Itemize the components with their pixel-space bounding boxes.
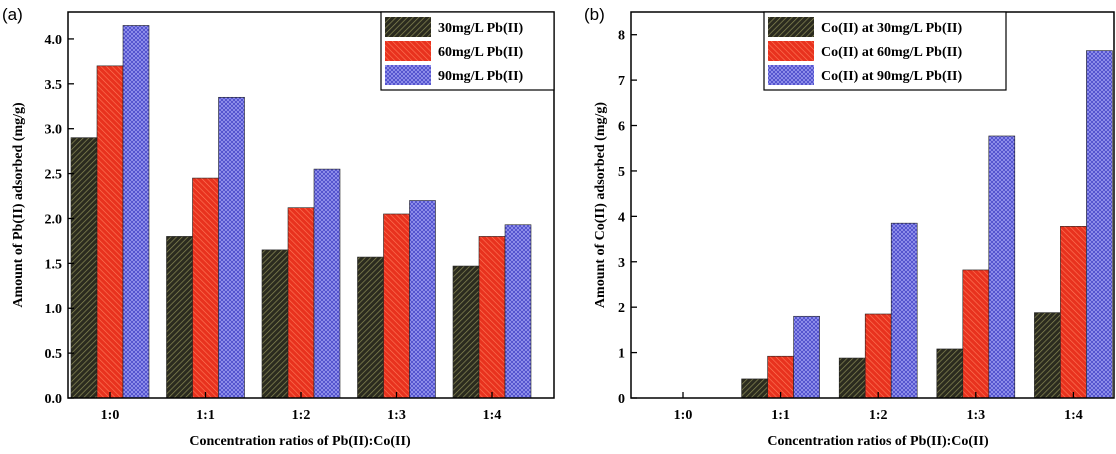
- panel-a-y-tick-label: 3.0: [45, 123, 63, 138]
- panel-a-bar-s2-1-1: [192, 177, 219, 399]
- panel-a-legend-swatch-60: [385, 41, 431, 61]
- panel-b-y-tick-label: 5: [618, 165, 625, 180]
- panel-a-legend-label-90: 90mg/L Pb(II): [438, 69, 524, 84]
- panel-a-x-tick-label: 1:0: [101, 408, 120, 423]
- panel-b-y-axis-title: Amount of Co(II) adsorbed (mg/g): [593, 102, 608, 308]
- panel-a-bar-s3-1-4: [504, 224, 532, 399]
- panel-a-bar-s1-1-4: [452, 265, 480, 399]
- panel-b-legend-label-60: Co(II) at 60mg/L Pb(II): [821, 45, 963, 60]
- panel-a-x-tick-label: 1:3: [387, 408, 406, 423]
- panel-a-bar-s3-1-2: [313, 168, 341, 399]
- panel-b-bar-s2-1-1: [767, 355, 794, 399]
- panel-b-bar-s3-1-1: [793, 315, 820, 399]
- panel-b-bar-s2-1-4: [1060, 226, 1087, 399]
- panel-a-y-tick-label: 2.5: [45, 168, 63, 183]
- panel-a-x-axis-title: Concentration ratios of Pb(II):Co(II): [189, 434, 411, 449]
- panel-b: (b) 0 1 2 3 4 5 6 7 8 1:0 1:1 1:2 1:3 1:4 Concentrat…: [584, 5, 1115, 449]
- panel-a-bar-s2-1-3: [383, 213, 410, 399]
- panel-a-plot-frame: [67, 11, 555, 399]
- panel-b-bar-s3-1-3: [988, 135, 1016, 399]
- panel-b-bar-s1-1-2: [838, 357, 866, 399]
- panel-b-legend-swatch-90: [768, 65, 814, 85]
- panel-b-bar-s2-1-3: [962, 269, 990, 399]
- panel-b-legend-label-30: Co(II) at 30mg/L Pb(II): [821, 21, 963, 36]
- panel-a-y-tick-label: 3.5: [45, 78, 63, 93]
- panel-b-x-axis: 1:0 1:1 1:2 1:3 1:4: [674, 392, 1083, 423]
- panel-a-bar-s1-1-2: [261, 249, 289, 399]
- panel-a-x-tick-label: 1:4: [483, 408, 502, 423]
- panel-a-x-axis: 1:0 1:1 1:2 1:3 1:4: [101, 392, 502, 423]
- panel-b-bars: [741, 50, 1113, 399]
- panel-a-legend-label-30: 30mg/L Pb(II): [438, 21, 524, 36]
- panel-a-legend-swatch-90: [385, 65, 431, 85]
- panel-a-x-tick-label: 1:1: [196, 408, 215, 423]
- panel-a-bars: [70, 25, 532, 399]
- panel-a-bar-s1-1-0: [70, 137, 98, 399]
- panel-a-y-tick-label: 1.0: [45, 302, 63, 317]
- panel-b-y-tick-label: 6: [618, 120, 625, 135]
- panel-b-label: (b): [584, 5, 605, 24]
- panel-b-y-tick-label: 8: [618, 29, 625, 44]
- panel-a-y-tick-label: 2.0: [45, 212, 63, 227]
- panel-a-bar-s2-1-4: [478, 236, 506, 399]
- panel-b-y-tick-label: 7: [618, 74, 625, 89]
- panel-b-legend: Co(II) at 30mg/L Pb(II) Co(II) at 60mg/L…: [763, 11, 1007, 91]
- panel-b-y-tick-label: 4: [618, 210, 625, 225]
- panel-b-y-tick-label: 3: [618, 256, 625, 271]
- panel-a-bar-s2-1-2: [287, 207, 315, 399]
- panel-a-bar-s2-1-0: [96, 65, 124, 399]
- panel-a-legend-label-60: 60mg/L Pb(II): [438, 45, 524, 60]
- panel-b-y-axis: 0 1 2 3 4 5 6 7 8: [618, 29, 637, 407]
- panel-a-y-tick-label: 4.0: [45, 33, 63, 48]
- panel-b-bar-s1-1-4: [1034, 312, 1061, 399]
- panel-a-legend: 30mg/L Pb(II) 60mg/L Pb(II) 90mg/L Pb(II…: [380, 11, 555, 91]
- panel-a-y-axis-title: Amount of Pb(II) adsorbed (mg/g): [11, 102, 26, 308]
- panel-b-legend-swatch-30: [768, 17, 814, 37]
- panel-b-x-tick-label: 1:4: [1064, 408, 1083, 423]
- panel-a-bar-s1-1-1: [166, 236, 193, 399]
- panel-a-label: (a): [2, 5, 23, 24]
- panel-b-x-tick-label: 1:3: [966, 408, 985, 423]
- panel-a-bar-s3-1-0: [122, 25, 150, 399]
- panel-b-legend-swatch-60: [768, 41, 814, 61]
- panel-a: (a) 0.00.51.01.52.02.53.03.54.0 1:0 1:1 1:…: [2, 5, 555, 449]
- panel-b-bar-s3-1-2: [890, 222, 918, 399]
- panel-b-bar-s3-1-4: [1086, 50, 1113, 399]
- panel-a-bar-s3-1-3: [409, 200, 436, 399]
- panel-a-legend-swatch-30: [385, 17, 431, 37]
- panel-a-y-tick-label: 0.0: [45, 392, 63, 407]
- panel-a-bar-s1-1-3: [357, 256, 384, 399]
- panel-a-y-tick-label: 0.5: [45, 347, 63, 362]
- panel-b-x-tick-label: 1:2: [869, 408, 888, 423]
- panel-b-y-tick-label: 1: [618, 347, 625, 362]
- panel-b-y-tick-label: 2: [618, 301, 625, 316]
- panel-a-bar-s3-1-1: [218, 96, 245, 399]
- panel-a-y-axis: 0.0 0.5 1.0 1.5 2.0 2.5 3.0 3.5 4.0: [45, 33, 74, 407]
- panel-b-bar-s1-1-3: [936, 348, 964, 399]
- panel-a-x-tick-label: 1:2: [292, 408, 311, 423]
- panel-a-y-tick-label: 1.5: [45, 257, 63, 272]
- panel-b-x-axis-title: Concentration ratios of Pb(II):Co(II): [767, 434, 989, 449]
- panel-b-bar-s2-1-2: [864, 313, 892, 399]
- panel-b-y-tick-label: 0: [618, 392, 625, 407]
- panel-b-x-tick-label: 1:0: [674, 408, 693, 423]
- panel-b-x-tick-label: 1:1: [771, 408, 790, 423]
- panel-b-bar-s1-1-1: [741, 378, 768, 399]
- panel-b-legend-label-90: Co(II) at 90mg/L Pb(II): [821, 69, 963, 84]
